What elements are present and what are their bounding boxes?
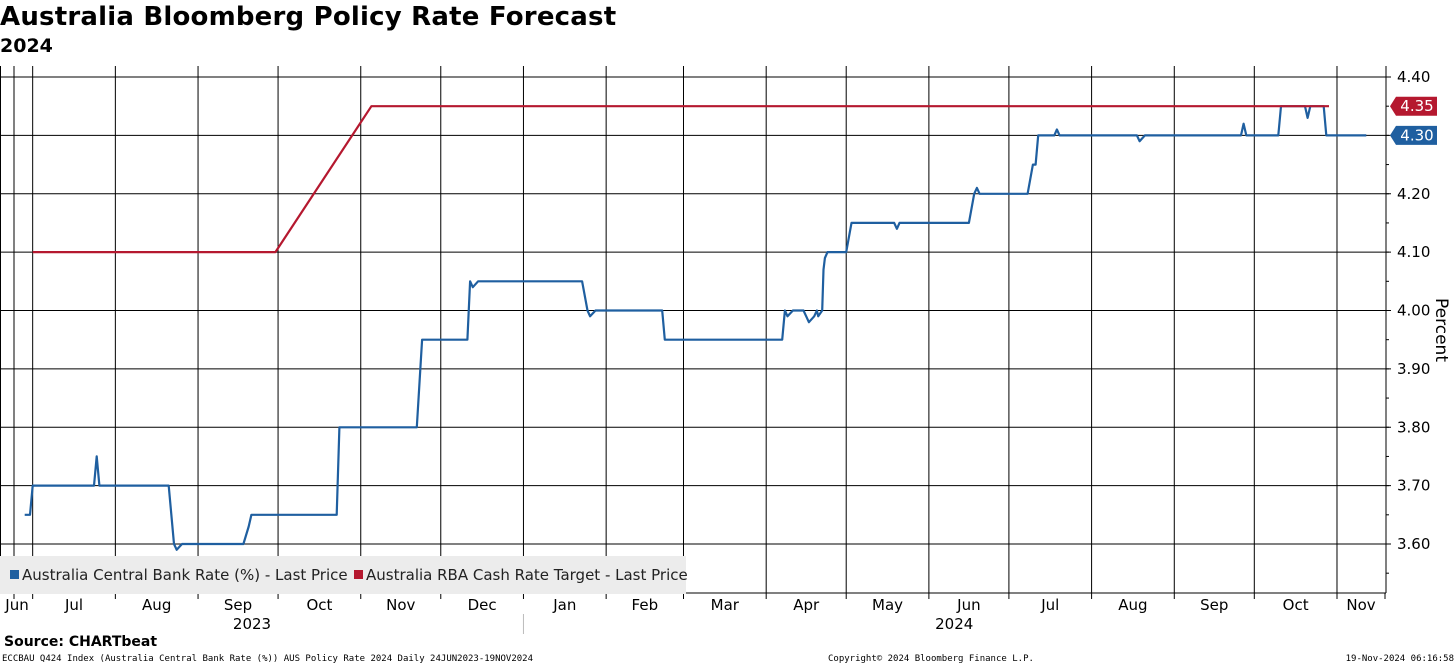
- last-value-tags: 4.30 4.35: [1390, 96, 1437, 145]
- legend-label-rba-cash-rate: Australia RBA Cash Rate Target - Last Pr…: [366, 566, 688, 584]
- x-tick-label: May: [872, 596, 903, 614]
- y-tick-label: 4.00: [1397, 302, 1430, 320]
- x-tick-label: Aug: [142, 596, 171, 614]
- source-note: Source: CHARTbeat: [4, 634, 158, 650]
- year-label: 2024: [935, 615, 973, 633]
- x-tick-label: Sep: [224, 596, 252, 614]
- rba-cash-rate-line: [32, 105, 1329, 254]
- legend-swatch-central-bank: [10, 570, 19, 579]
- last-value-label-rba: 4.35: [1400, 97, 1433, 115]
- y-tick-label: 3.90: [1397, 360, 1430, 378]
- last-value-tag-central-bank: [1390, 125, 1437, 145]
- x-tick-label: Aug: [1118, 596, 1147, 614]
- axis-ticks: 3.60 3.70 3.80 3.90 4.00 4.10 4.20 4.30 4.40 Jun J…: [4, 68, 1430, 634]
- y-axis-label: Percent: [1431, 298, 1451, 362]
- y-tick-label: 4.40: [1397, 68, 1430, 86]
- x-tick-label: Mar: [711, 596, 740, 614]
- x-tick-label: Feb: [632, 596, 659, 614]
- x-tick-label: Jan: [552, 596, 576, 614]
- x-tick-label: Jun: [4, 596, 28, 614]
- legend-swatch-rba-cash-rate: [354, 570, 363, 579]
- y-tick-label: 3.80: [1397, 418, 1430, 436]
- x-tick-label: Nov: [1346, 596, 1375, 614]
- x-tick-label: Jul: [1040, 596, 1059, 614]
- timestamp: 19-Nov-2024 06:16:58: [1345, 654, 1454, 664]
- legend-label-central-bank: Australia Central Bank Rate (%) - Last P…: [22, 566, 348, 584]
- x-tick-label: Sep: [1200, 596, 1228, 614]
- y-tick-label: 3.60: [1397, 535, 1430, 553]
- copyright: Copyright© 2024 Bloomberg Finance L.P.: [828, 654, 1034, 664]
- x-tick-label: Jun: [956, 596, 980, 614]
- y-tick-label: 4.20: [1397, 185, 1430, 203]
- y-tick-label: 4.10: [1397, 243, 1430, 261]
- x-tick-label: Oct: [1283, 596, 1309, 614]
- legend-background: [0, 556, 686, 594]
- legend: Australia Central Bank Rate (%) - Last P…: [0, 556, 688, 594]
- x-tick-label: Jul: [64, 596, 83, 614]
- x-tick-label: Nov: [386, 596, 415, 614]
- x-tick-label: Apr: [793, 596, 820, 614]
- chart-title: Australia Bloomberg Policy Rate Forecast: [0, 2, 617, 32]
- year-label: 2023: [233, 615, 271, 633]
- series-lines: [24, 105, 1367, 551]
- index-info: ECCBAU Q424 Index (Australia Central Ban…: [2, 654, 534, 664]
- grid: [0, 66, 1387, 594]
- central-bank-rate-line: [24, 105, 1367, 551]
- x-tick-label: Dec: [468, 596, 497, 614]
- last-value-label-central-bank: 4.30: [1400, 126, 1433, 144]
- y-tick-label: 3.70: [1397, 477, 1430, 495]
- x-tick-label: Oct: [306, 596, 332, 614]
- chart-subtitle: 2024: [0, 35, 53, 57]
- last-value-tag-rba: [1390, 96, 1437, 116]
